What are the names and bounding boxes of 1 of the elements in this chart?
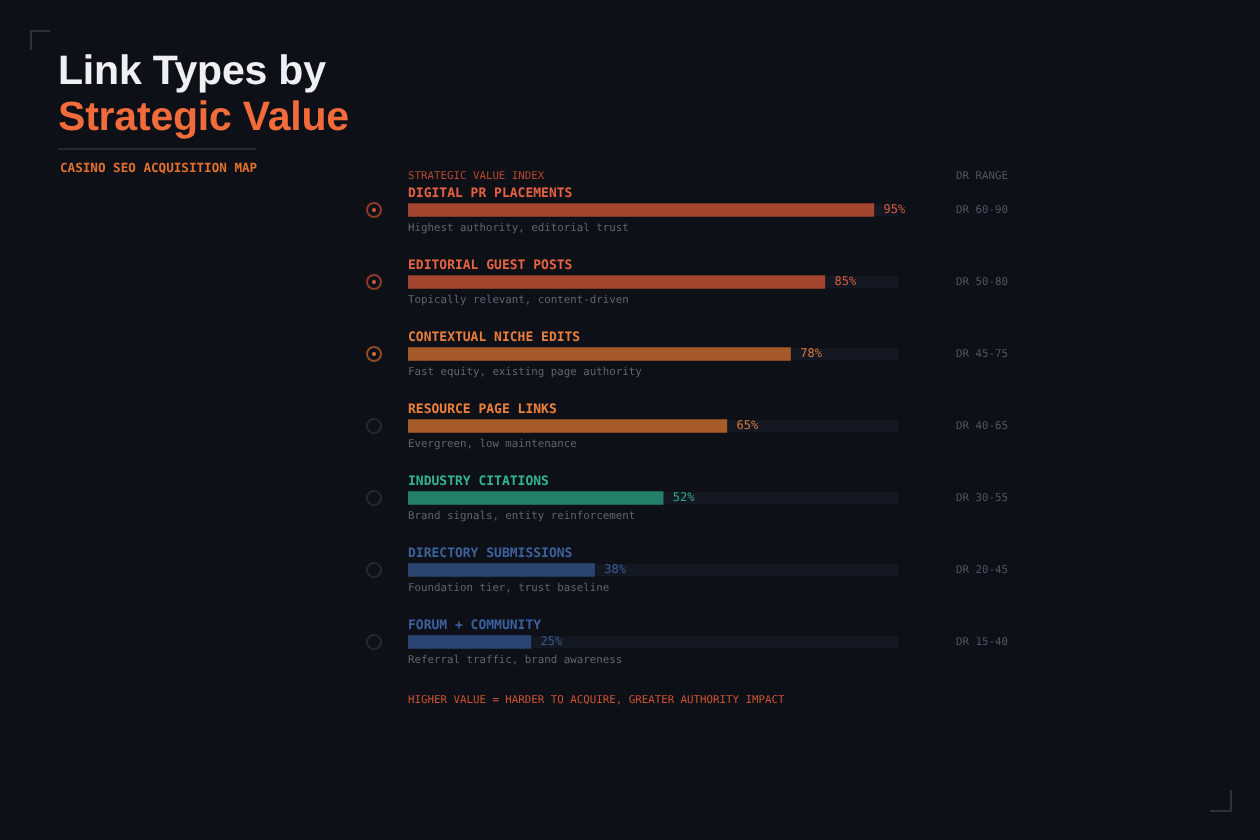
chart-title: Link Types by Strategic Value [58,48,349,140]
